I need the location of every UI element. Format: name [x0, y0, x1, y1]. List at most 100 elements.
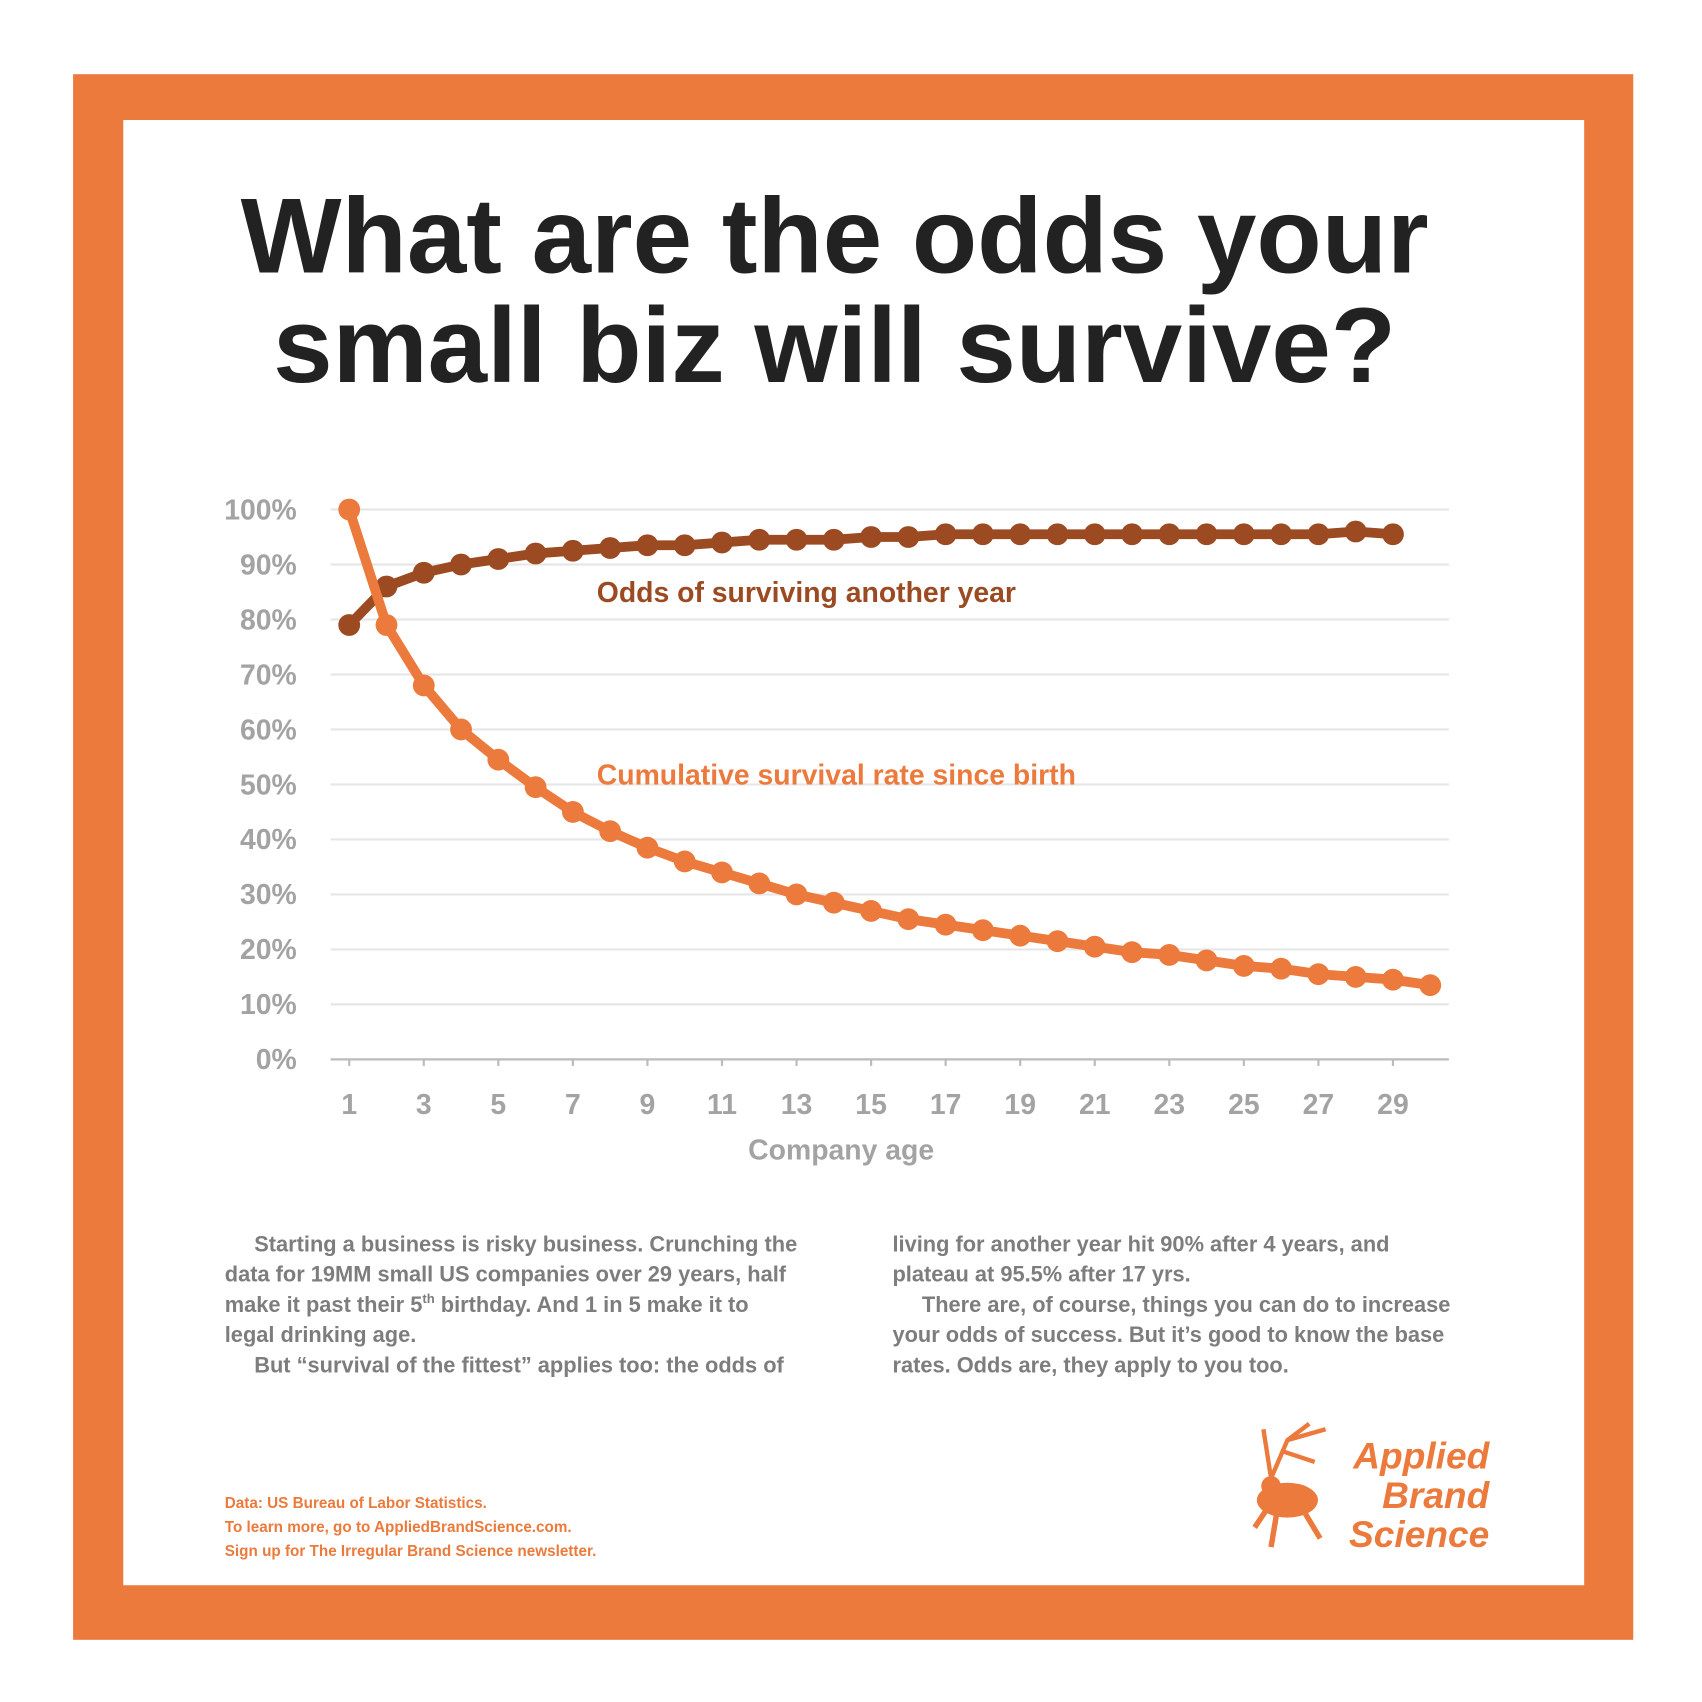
x-tick-label: 13 — [781, 1089, 813, 1121]
title-line: small biz will survive? — [273, 285, 1396, 405]
x-axis-label: Company age — [748, 1135, 934, 1167]
text-segment: living for another year hit 90% after 4 … — [892, 1231, 1389, 1256]
data-point — [972, 919, 994, 942]
data-point — [561, 801, 584, 823]
data-point — [636, 534, 659, 557]
series-label: Odds of surviving another year — [597, 577, 1016, 609]
data-point — [860, 900, 883, 922]
body-line: living for another year hit 90% after 4 … — [892, 1231, 1389, 1256]
data-point — [1232, 954, 1255, 977]
data-point — [897, 908, 920, 931]
x-tick-label: 19 — [1004, 1089, 1036, 1121]
data-point — [748, 872, 771, 895]
y-tick-label: 40% — [240, 824, 297, 856]
data-point — [524, 542, 547, 565]
data-point — [972, 523, 994, 546]
data-point — [1083, 935, 1106, 958]
data-point — [1009, 523, 1032, 546]
body-line: There are, of course, things you can do … — [922, 1292, 1451, 1317]
data-point — [1382, 523, 1404, 546]
data-point — [1009, 924, 1032, 947]
logo-text: Science — [1349, 1513, 1489, 1555]
text-segment: legal drinking age. — [225, 1322, 417, 1347]
body-line: your odds of success. But it’s good to k… — [892, 1322, 1444, 1347]
data-point — [934, 523, 957, 546]
y-tick-label: 90% — [240, 549, 297, 581]
data-point — [487, 548, 510, 570]
data-point — [599, 820, 622, 843]
data-point — [487, 748, 510, 771]
data-point — [785, 883, 808, 906]
data-point — [375, 614, 398, 636]
data-point — [338, 614, 361, 636]
x-tick-label: 21 — [1079, 1089, 1111, 1121]
data-point — [673, 850, 696, 873]
series — [338, 498, 1442, 997]
data-point — [822, 891, 845, 914]
series — [338, 520, 1404, 636]
data-point — [1046, 930, 1069, 953]
body-line: legal drinking age. — [225, 1322, 417, 1347]
logo-text: Applied — [1352, 1435, 1490, 1477]
data-point — [1158, 943, 1181, 966]
data-point — [1121, 523, 1143, 546]
data-point — [450, 718, 472, 741]
body-line: rates. Odds are, they apply to you too. — [892, 1352, 1288, 1377]
y-tick-label: 70% — [240, 659, 297, 691]
data-point — [636, 836, 659, 859]
data-point — [748, 528, 771, 551]
data-point — [338, 498, 361, 521]
x-tick-label: 7 — [565, 1089, 581, 1121]
body-line: data for 19MM small US companies over 29… — [225, 1262, 787, 1287]
data-point — [1046, 523, 1069, 546]
x-tick-label: 23 — [1154, 1089, 1186, 1121]
x-tick-label: 17 — [930, 1089, 962, 1121]
x-tick-label: 1 — [341, 1089, 357, 1121]
data-point — [599, 537, 622, 559]
x-tick-label: 27 — [1303, 1089, 1335, 1121]
y-tick-label: 100% — [224, 494, 297, 526]
y-tick-label: 20% — [240, 934, 297, 966]
data-point — [860, 526, 883, 548]
x-tick-label: 15 — [855, 1089, 887, 1121]
text-segment: data for 19MM small US companies over 29… — [225, 1262, 787, 1287]
data-point — [934, 913, 957, 936]
data-point — [711, 861, 733, 884]
text-segment: birthday. And 1 in 5 make it to — [435, 1292, 749, 1317]
series-label: Cumulative survival rate since birth — [597, 759, 1076, 791]
data-point — [1382, 968, 1404, 991]
data-point — [1195, 523, 1218, 546]
data-point — [1307, 963, 1330, 986]
data-point — [785, 528, 808, 551]
footer-line: Sign up for The Irregular Brand Science … — [225, 1543, 597, 1560]
data-point — [450, 553, 472, 576]
x-tick-label: 9 — [640, 1089, 656, 1121]
y-tick-label: 80% — [240, 604, 297, 636]
text-segment: But “survival of the fittest” applies to… — [254, 1352, 784, 1377]
data-point — [412, 561, 435, 584]
data-point — [1195, 949, 1218, 972]
text-segment: plateau at 95.5% after 17 yrs. — [892, 1262, 1190, 1287]
body-line: Starting a business is risky business. C… — [254, 1231, 797, 1256]
data-point — [1344, 520, 1367, 543]
y-tick-label: 0% — [256, 1044, 297, 1076]
data-point — [1270, 523, 1293, 546]
data-point — [1270, 957, 1293, 980]
superscript: th — [422, 1291, 434, 1306]
frame-inner — [123, 120, 1585, 1586]
y-tick-label: 50% — [240, 769, 297, 801]
text-segment: Starting a business is risky business. C… — [254, 1231, 797, 1256]
data-point — [673, 534, 696, 557]
data-point — [524, 776, 547, 799]
data-point — [1344, 965, 1367, 988]
x-tick-label: 29 — [1377, 1089, 1409, 1121]
title-line: What are the odds your — [241, 176, 1429, 296]
footer-line: To learn more, go to AppliedBrandScience… — [225, 1519, 572, 1536]
data-point — [711, 531, 733, 554]
x-tick-label: 3 — [416, 1089, 432, 1121]
x-tick-label: 5 — [490, 1089, 506, 1121]
text-segment: There are, of course, things you can do … — [922, 1292, 1451, 1317]
text-segment: rates. Odds are, they apply to you too. — [892, 1352, 1288, 1377]
